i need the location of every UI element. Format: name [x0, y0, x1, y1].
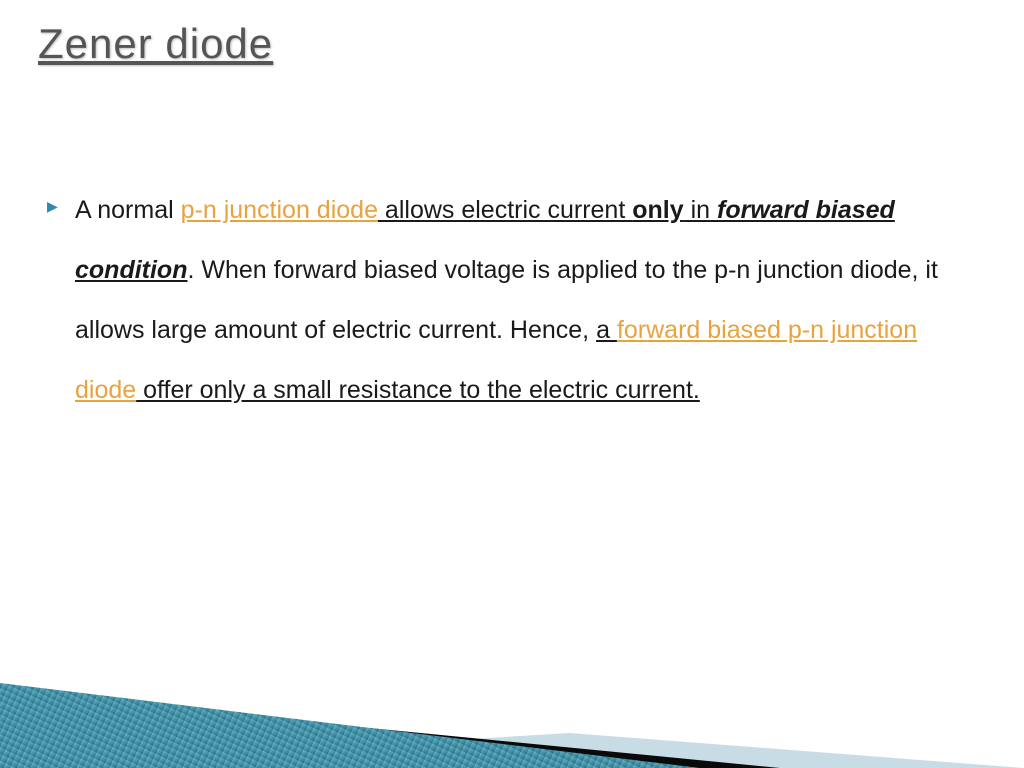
- text-part: allows electric current: [378, 196, 632, 224]
- slide-content: ▶ A normal p-n junction diode allows ele…: [75, 180, 964, 420]
- text-part: A normal: [75, 196, 181, 224]
- text-only: only: [632, 196, 683, 224]
- corner-decoration: [0, 648, 1024, 768]
- text-part: a: [596, 316, 617, 344]
- link-pn-junction[interactable]: p-n junction diode: [181, 196, 378, 224]
- slide-title: Zener diode: [38, 20, 273, 68]
- text-part: offer only a small resistance to the ele…: [136, 376, 700, 404]
- bullet-paragraph: ▶ A normal p-n junction diode allows ele…: [75, 180, 964, 420]
- bullet-icon: ▶: [47, 190, 58, 224]
- text-part: in: [684, 196, 717, 224]
